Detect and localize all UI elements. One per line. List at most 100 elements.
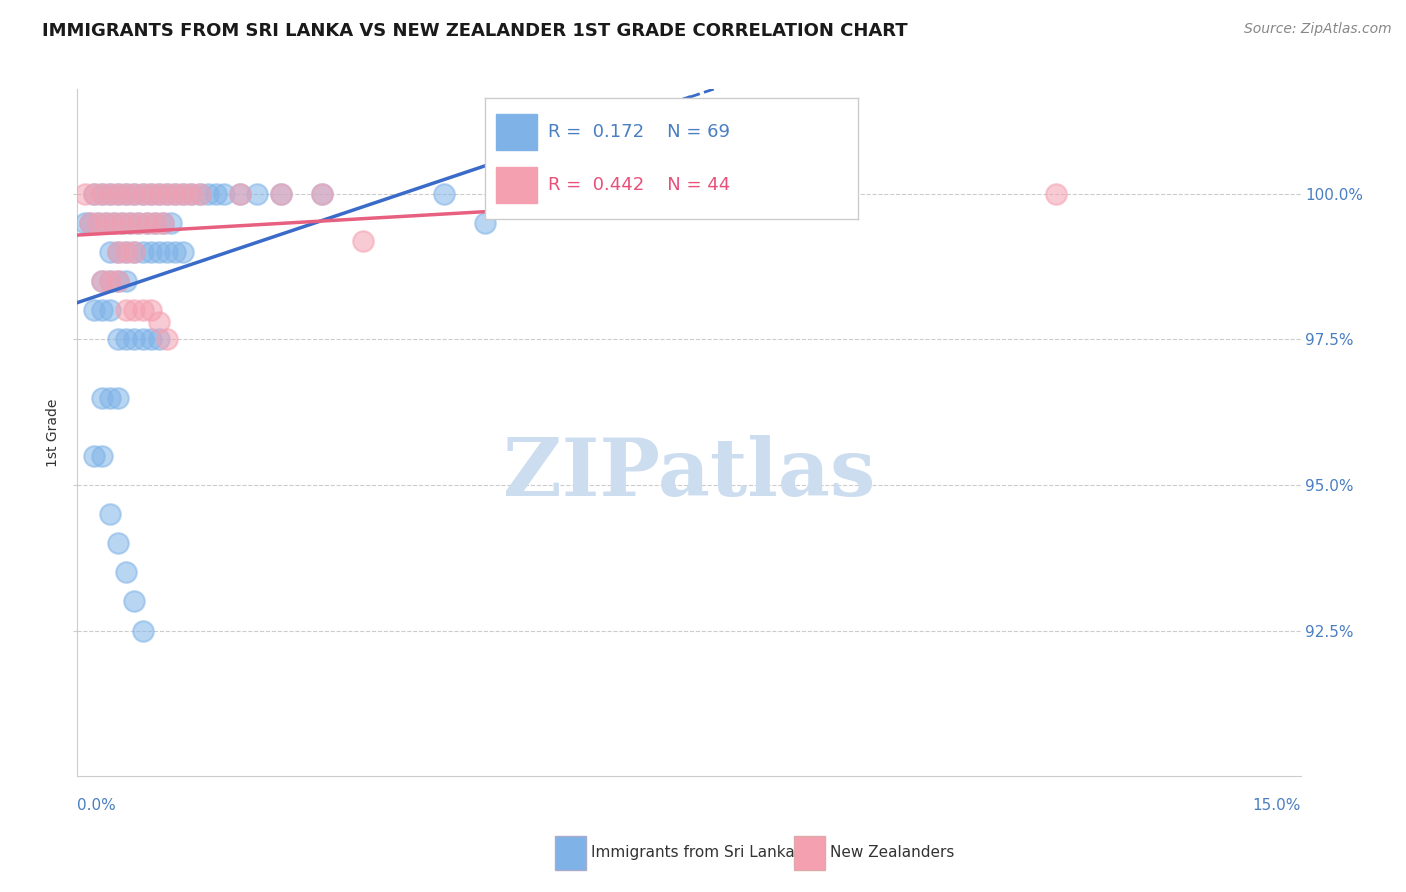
Point: [87, 216, 110, 230]
Point: [172, 245, 194, 260]
Point: [131, 624, 153, 638]
Point: [98, 507, 121, 521]
Point: [90, 274, 112, 288]
Point: [124, 594, 146, 608]
Point: [148, 333, 170, 347]
Point: [115, 333, 138, 347]
Point: [148, 245, 170, 260]
Text: R =  0.172    N = 69: R = 0.172 N = 69: [548, 123, 730, 141]
Point: [205, 186, 228, 201]
Point: [131, 245, 153, 260]
Point: [759, 186, 782, 201]
Point: [128, 216, 150, 230]
Text: 15.0%: 15.0%: [1253, 798, 1301, 814]
Point: [212, 186, 235, 201]
Point: [148, 315, 170, 329]
Point: [115, 303, 138, 318]
Point: [433, 186, 456, 201]
Text: R =  0.442    N = 44: R = 0.442 N = 44: [548, 176, 731, 194]
Point: [111, 216, 134, 230]
Point: [131, 303, 153, 318]
Point: [103, 216, 125, 230]
Point: [165, 186, 187, 201]
Text: New Zealanders: New Zealanders: [830, 846, 953, 860]
Point: [83, 186, 105, 201]
Point: [107, 333, 129, 347]
Point: [83, 186, 105, 201]
Point: [103, 216, 125, 230]
Point: [188, 186, 211, 201]
Point: [311, 186, 333, 201]
Point: [90, 186, 112, 201]
Point: [107, 245, 129, 260]
Point: [87, 216, 110, 230]
Point: [124, 245, 146, 260]
Point: [124, 303, 146, 318]
Point: [139, 186, 162, 201]
Point: [188, 186, 211, 201]
Point: [156, 245, 179, 260]
Point: [115, 274, 138, 288]
Point: [90, 449, 112, 463]
Point: [98, 303, 121, 318]
Point: [172, 186, 194, 201]
Text: Source: ZipAtlas.com: Source: ZipAtlas.com: [1244, 22, 1392, 37]
Point: [75, 216, 97, 230]
Point: [107, 274, 129, 288]
Point: [637, 186, 659, 201]
Point: [83, 303, 105, 318]
Point: [98, 274, 121, 288]
Point: [156, 186, 179, 201]
Point: [131, 186, 153, 201]
Point: [152, 216, 174, 230]
Point: [120, 216, 142, 230]
Point: [148, 186, 170, 201]
Point: [229, 186, 252, 201]
Point: [124, 245, 146, 260]
Point: [94, 216, 117, 230]
Point: [98, 391, 121, 405]
Point: [135, 216, 157, 230]
Point: [98, 245, 121, 260]
Point: [148, 186, 170, 201]
Point: [270, 186, 292, 201]
Y-axis label: 1st Grade: 1st Grade: [46, 399, 60, 467]
Point: [79, 216, 101, 230]
Point: [156, 333, 179, 347]
Point: [197, 186, 219, 201]
Point: [160, 216, 183, 230]
Point: [79, 216, 101, 230]
Point: [94, 216, 117, 230]
Point: [180, 186, 202, 201]
Point: [107, 245, 129, 260]
Point: [165, 186, 187, 201]
Point: [156, 186, 179, 201]
Point: [180, 186, 202, 201]
Point: [124, 186, 146, 201]
Text: 0.0%: 0.0%: [77, 798, 117, 814]
Point: [75, 186, 97, 201]
Point: [98, 186, 121, 201]
Point: [107, 186, 129, 201]
Point: [98, 274, 121, 288]
Point: [128, 216, 150, 230]
Point: [107, 536, 129, 550]
Point: [107, 391, 129, 405]
Point: [474, 216, 496, 230]
Point: [143, 216, 166, 230]
Point: [124, 333, 146, 347]
Point: [139, 333, 162, 347]
Point: [172, 186, 194, 201]
Point: [311, 186, 333, 201]
Point: [139, 303, 162, 318]
Point: [143, 216, 166, 230]
Point: [139, 245, 162, 260]
Point: [90, 303, 112, 318]
Point: [107, 186, 129, 201]
Text: ZIPatlas: ZIPatlas: [503, 434, 875, 513]
Point: [352, 234, 374, 248]
Point: [90, 186, 112, 201]
Point: [120, 216, 142, 230]
Point: [135, 216, 157, 230]
Text: Immigrants from Sri Lanka: Immigrants from Sri Lanka: [591, 846, 794, 860]
